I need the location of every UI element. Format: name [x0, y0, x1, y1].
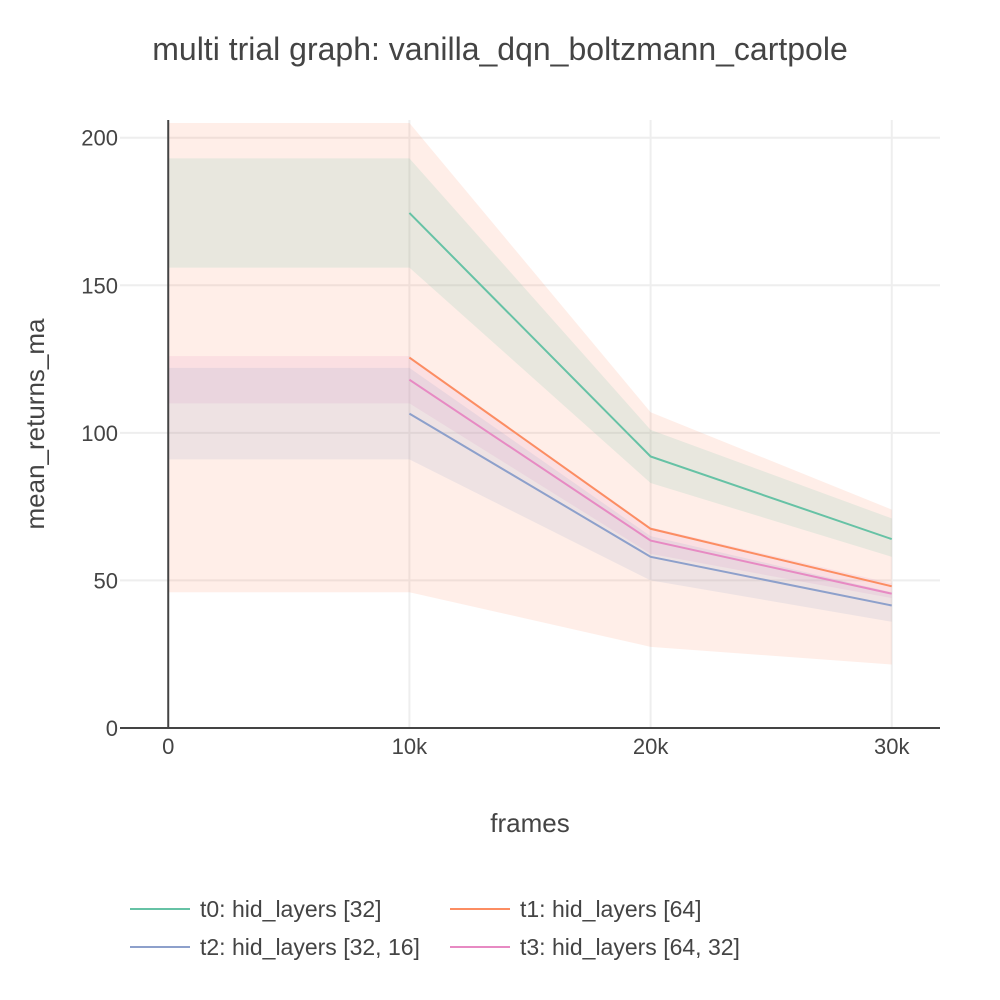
legend-item-t0: t0: hid_layers [32]	[130, 896, 382, 922]
legend-label: t2: hid_layers [32, 16]	[200, 934, 420, 960]
x-tick-label: 10k	[392, 734, 428, 759]
series-line-t1	[408, 356, 892, 588]
axes	[120, 120, 940, 729]
legend-label: t1: hid_layers [64]	[520, 896, 702, 922]
x-tick-label: 30k	[874, 734, 910, 759]
confidence-bands	[168, 122, 892, 665]
legend: t0: hid_layers [32] t1: hid_layers [64] t2…	[130, 896, 740, 960]
series-lines	[408, 212, 893, 607]
series-line-t3	[408, 378, 892, 595]
x-tick-label: 0	[162, 734, 174, 759]
confidence-band-2	[168, 356, 892, 599]
series-line-t0	[408, 212, 893, 541]
x-tick-label: 20k	[633, 734, 669, 759]
legend-item-t1: t1: hid_layers [64]	[450, 896, 702, 922]
y-tick-label: 100	[81, 421, 118, 446]
y-tick-label: 150	[81, 273, 118, 298]
legend-label: t0: hid_layers [32]	[200, 896, 382, 922]
legend-item-t3: t3: hid_layers [64, 32]	[450, 934, 740, 960]
chart-title: multi trial graph: vanilla_dqn_boltzmann…	[152, 31, 848, 67]
y-tick-label: 0	[106, 716, 118, 741]
confidence-band-3	[168, 367, 892, 622]
y-tick-label: 50	[94, 568, 118, 593]
y-tick-label: 200	[81, 126, 118, 151]
confidence-band-1	[168, 158, 892, 557]
y-axis-title: mean_returns_ma	[20, 318, 50, 530]
grid-lines	[120, 120, 940, 728]
x-axis-title: frames	[490, 808, 569, 838]
legend-label: t3: hid_layers [64, 32]	[520, 934, 740, 960]
tick-labels: 0 10k 20k 30k 0 50 100 150 200	[81, 126, 910, 759]
series-line-t2	[408, 412, 892, 607]
legend-item-t2: t2: hid_layers [32, 16]	[130, 934, 420, 960]
confidence-band-0	[168, 122, 892, 665]
